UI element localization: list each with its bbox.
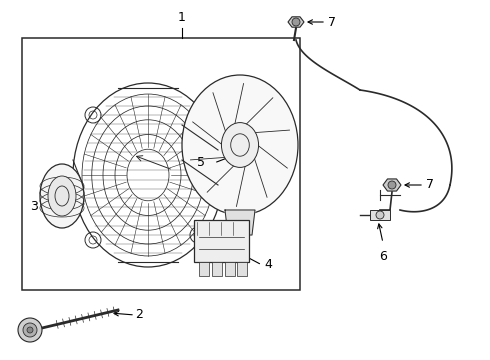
Bar <box>370 210 390 220</box>
Text: 1: 1 <box>178 11 186 24</box>
Text: 5: 5 <box>197 157 205 170</box>
Ellipse shape <box>221 123 259 167</box>
Text: 3: 3 <box>30 201 38 213</box>
Polygon shape <box>225 210 255 235</box>
Bar <box>237 262 247 276</box>
Circle shape <box>292 18 300 26</box>
Bar <box>199 262 209 276</box>
Text: 6: 6 <box>379 250 387 263</box>
Circle shape <box>23 323 37 337</box>
Bar <box>22 38 300 290</box>
Circle shape <box>388 181 396 189</box>
Text: 2: 2 <box>135 309 143 321</box>
Ellipse shape <box>48 176 76 216</box>
Bar <box>225 262 235 276</box>
Bar <box>194 220 249 262</box>
Circle shape <box>18 318 42 342</box>
Polygon shape <box>383 179 401 191</box>
Text: 7: 7 <box>328 15 336 28</box>
Ellipse shape <box>40 164 84 228</box>
Text: 4: 4 <box>264 258 272 271</box>
Bar <box>212 262 222 276</box>
Polygon shape <box>288 17 304 27</box>
Ellipse shape <box>182 75 298 215</box>
Text: 7: 7 <box>426 179 434 192</box>
Circle shape <box>376 211 384 219</box>
Circle shape <box>27 327 33 333</box>
